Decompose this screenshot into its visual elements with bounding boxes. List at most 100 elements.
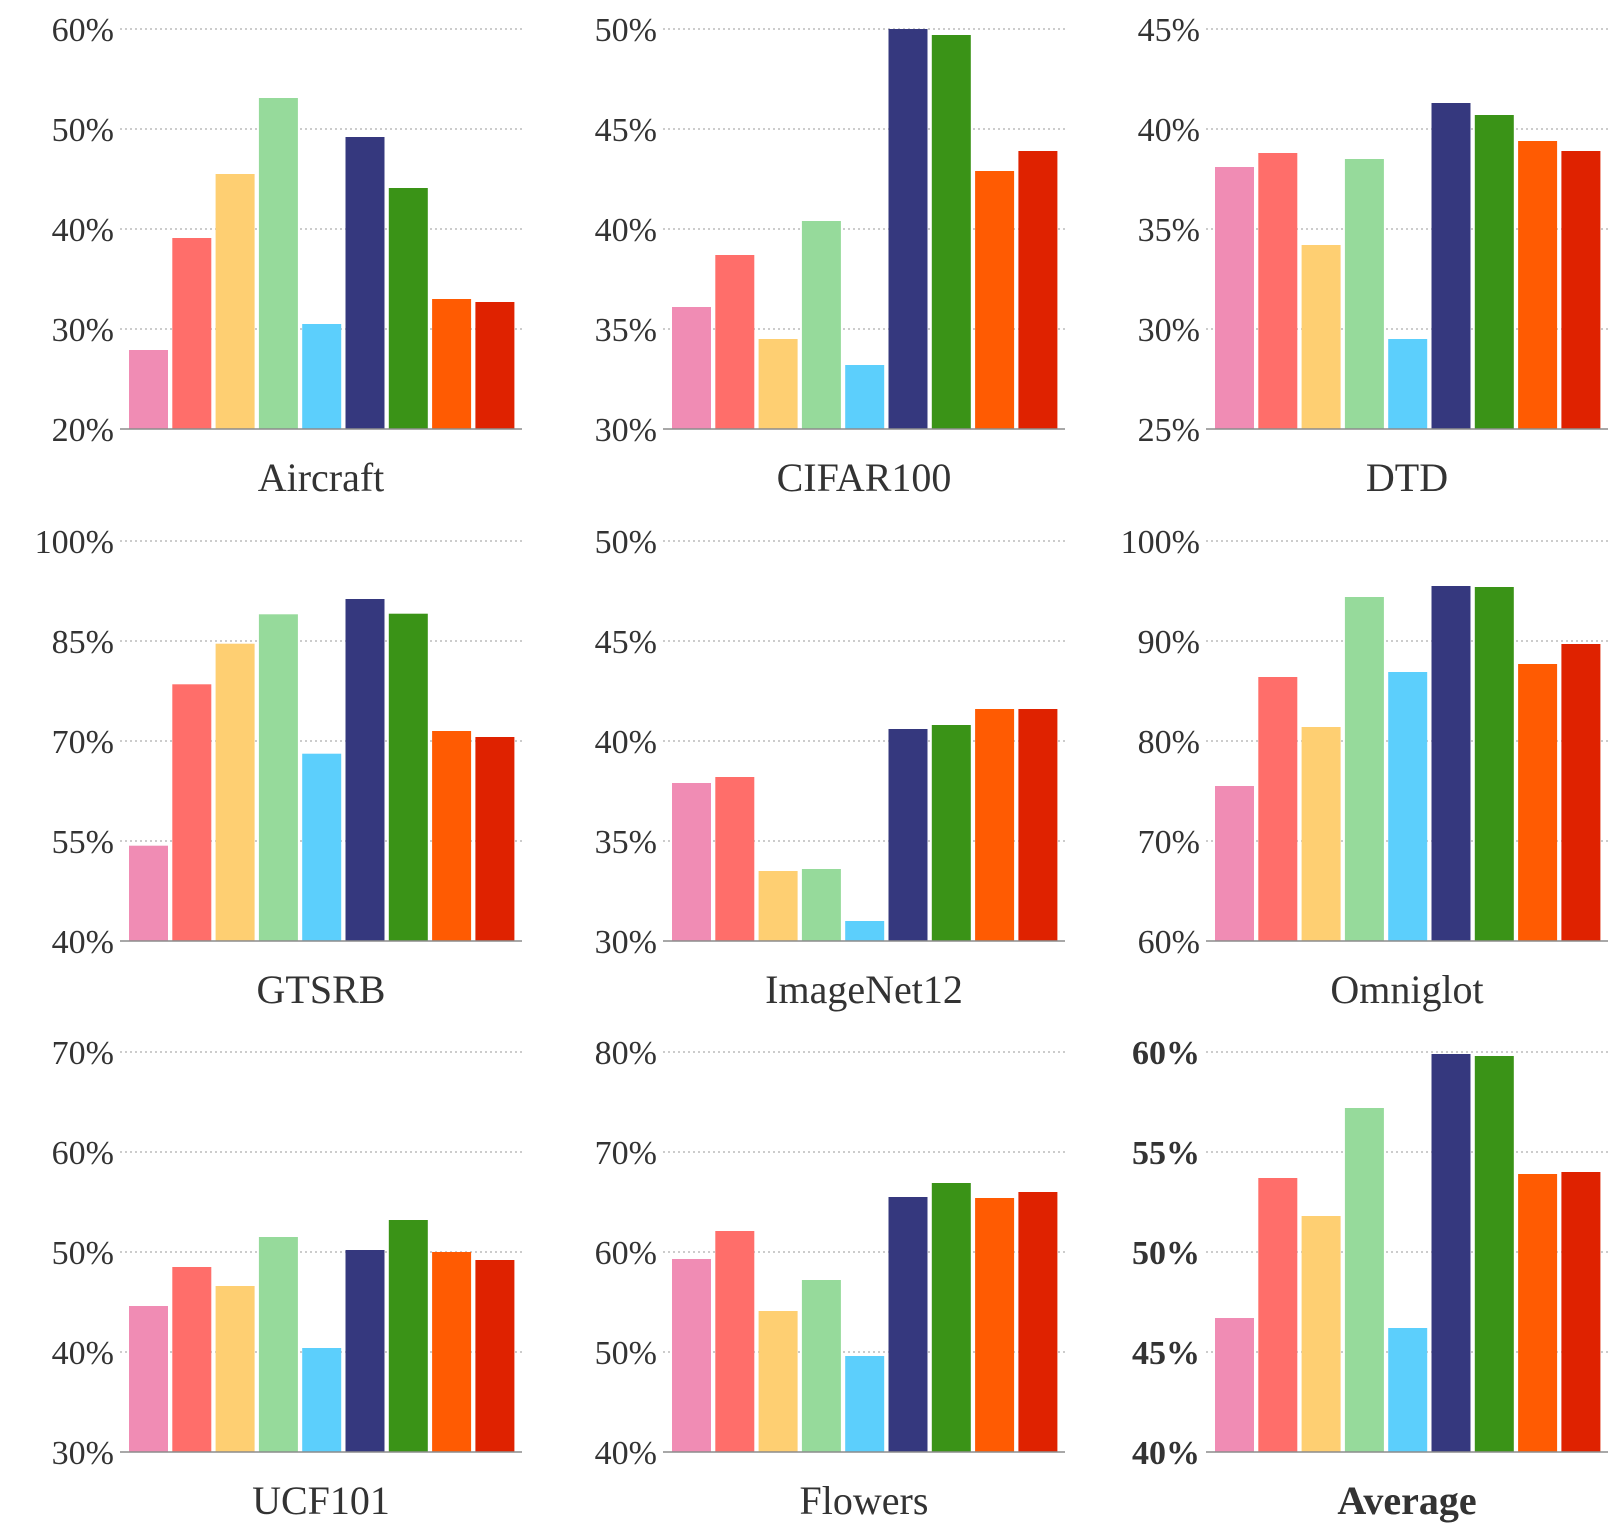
bar-cifar100-6	[888, 29, 928, 429]
bar-average-9	[1561, 1172, 1601, 1452]
bar-average-4	[1344, 1108, 1384, 1452]
bar-gtsrb-6	[345, 599, 385, 941]
y-tick-label: 30%	[595, 412, 657, 449]
panel-omniglot: 60% 70% 80% 90% 100% Omniglot	[1121, 524, 1608, 1012]
y-tick-label: 100%	[35, 524, 114, 561]
y-tick-label: 85%	[52, 624, 114, 661]
y-tick-label: 60%	[595, 1235, 657, 1272]
bar-dtd-2	[1258, 153, 1298, 429]
y-tick-label: 40%	[52, 212, 114, 249]
bar-imagenet12-7	[931, 725, 971, 941]
bar-omniglot-8	[1518, 664, 1558, 941]
y-tick-label: 50%	[1132, 1235, 1200, 1272]
bar-ucf101-7	[388, 1220, 428, 1452]
bar-omniglot-2	[1258, 677, 1298, 941]
y-tick-label: 90%	[1138, 624, 1200, 661]
panel-imagenet12: 30% 35% 40% 45% 50% ImageNet12	[595, 524, 1065, 1012]
bar-imagenet12-1	[672, 783, 711, 941]
y-tick-label: 30%	[595, 924, 657, 961]
bar-flowers-2	[715, 1231, 755, 1452]
y-tick-label: 30%	[1138, 312, 1200, 349]
y-tick-label: 50%	[52, 112, 114, 149]
bar-omniglot-3	[1301, 727, 1341, 941]
panel-gtsrb: 40% 55% 70% 85% 100% GTSRB	[35, 524, 522, 1012]
y-tick-label: 60%	[1138, 924, 1200, 961]
panel-title: Flowers	[800, 1478, 929, 1523]
bar-aircraft-2	[172, 238, 212, 429]
bar-flowers-6	[888, 1197, 928, 1452]
bar-dtd-9	[1561, 151, 1601, 429]
bar-gtsrb-8	[432, 731, 472, 941]
bar-gtsrb-5	[302, 753, 342, 941]
panel-aircraft: 20% 30% 40% 50% 60% Aircraft	[52, 12, 522, 500]
bar-aircraft-6	[345, 137, 385, 429]
panel-title: ImageNet12	[765, 967, 963, 1012]
bar-dtd-3	[1301, 245, 1341, 429]
y-tick-label: 55%	[1132, 1135, 1200, 1172]
y-tick-label: 20%	[52, 412, 114, 449]
y-tick-label: 45%	[1132, 1335, 1200, 1372]
bar-flowers-3	[758, 1311, 798, 1452]
bar-aircraft-3	[215, 174, 255, 429]
y-tick-label: 55%	[52, 824, 114, 861]
y-tick-label: 40%	[1132, 1435, 1200, 1472]
y-tick-label: 40%	[595, 212, 657, 249]
y-tick-label: 60%	[52, 1135, 114, 1172]
bar-average-6	[1431, 1054, 1471, 1452]
y-tick-label: 50%	[595, 1335, 657, 1372]
bar-average-7	[1474, 1056, 1514, 1452]
bar-flowers-4	[801, 1280, 841, 1452]
y-tick-label: 50%	[595, 524, 657, 561]
panel-title: DTD	[1366, 455, 1448, 500]
y-tick-label: 35%	[595, 824, 657, 861]
y-tick-label: 45%	[595, 624, 657, 661]
y-tick-label: 25%	[1138, 412, 1200, 449]
panel-title: GTSRB	[257, 967, 386, 1012]
bar-imagenet12-8	[975, 709, 1015, 941]
panel-title: UCF101	[252, 1478, 390, 1523]
bar-dtd-7	[1474, 115, 1514, 429]
y-tick-label: 70%	[52, 1035, 114, 1072]
y-tick-label: 40%	[52, 1335, 114, 1372]
bar-flowers-9	[1018, 1192, 1058, 1452]
bar-dtd-1	[1215, 167, 1254, 429]
panel-ucf101: 30% 40% 50% 60% 70% UCF101	[52, 1035, 522, 1523]
bar-ucf101-5	[302, 1348, 342, 1452]
y-tick-label: 60%	[52, 12, 114, 49]
panel-dtd: 25% 30% 35% 40% 45% DTD	[1138, 12, 1608, 500]
bar-omniglot-5	[1388, 672, 1428, 941]
bar-imagenet12-2	[715, 777, 755, 941]
bar-imagenet12-5	[845, 921, 885, 941]
bar-omniglot-6	[1431, 586, 1471, 941]
bar-imagenet12-3	[758, 871, 798, 941]
panel-title: Average	[1337, 1478, 1476, 1523]
bar-aircraft-4	[258, 98, 298, 429]
panel-title: Omniglot	[1330, 967, 1483, 1012]
bar-average-5	[1388, 1328, 1428, 1452]
y-tick-label: 45%	[595, 112, 657, 149]
bar-omniglot-4	[1344, 597, 1384, 941]
y-tick-label: 35%	[1138, 212, 1200, 249]
y-tick-label: 80%	[1138, 724, 1200, 761]
y-tick-label: 50%	[595, 12, 657, 49]
bar-aircraft-7	[388, 188, 428, 429]
bar-omniglot-9	[1561, 644, 1601, 941]
bar-cifar100-5	[845, 365, 885, 429]
bar-gtsrb-2	[172, 684, 212, 941]
y-tick-label: 70%	[595, 1135, 657, 1172]
panel-title: CIFAR100	[777, 455, 952, 500]
bar-gtsrb-7	[388, 613, 428, 941]
y-tick-label: 40%	[52, 924, 114, 961]
panel-cifar100: 30% 35% 40% 45% 50% CIFAR100	[595, 12, 1065, 500]
y-tick-label: 40%	[595, 1435, 657, 1472]
bar-imagenet12-9	[1018, 709, 1058, 941]
bar-dtd-5	[1388, 339, 1428, 429]
y-tick-label: 30%	[52, 312, 114, 349]
bar-omniglot-7	[1474, 587, 1514, 941]
panel-average: 40% 45% 50% 55% 60% Average	[1132, 1035, 1608, 1523]
bar-aircraft-5	[302, 324, 342, 429]
bar-gtsrb-1	[129, 845, 168, 941]
bar-ucf101-4	[258, 1237, 298, 1452]
bar-average-2	[1258, 1178, 1298, 1452]
